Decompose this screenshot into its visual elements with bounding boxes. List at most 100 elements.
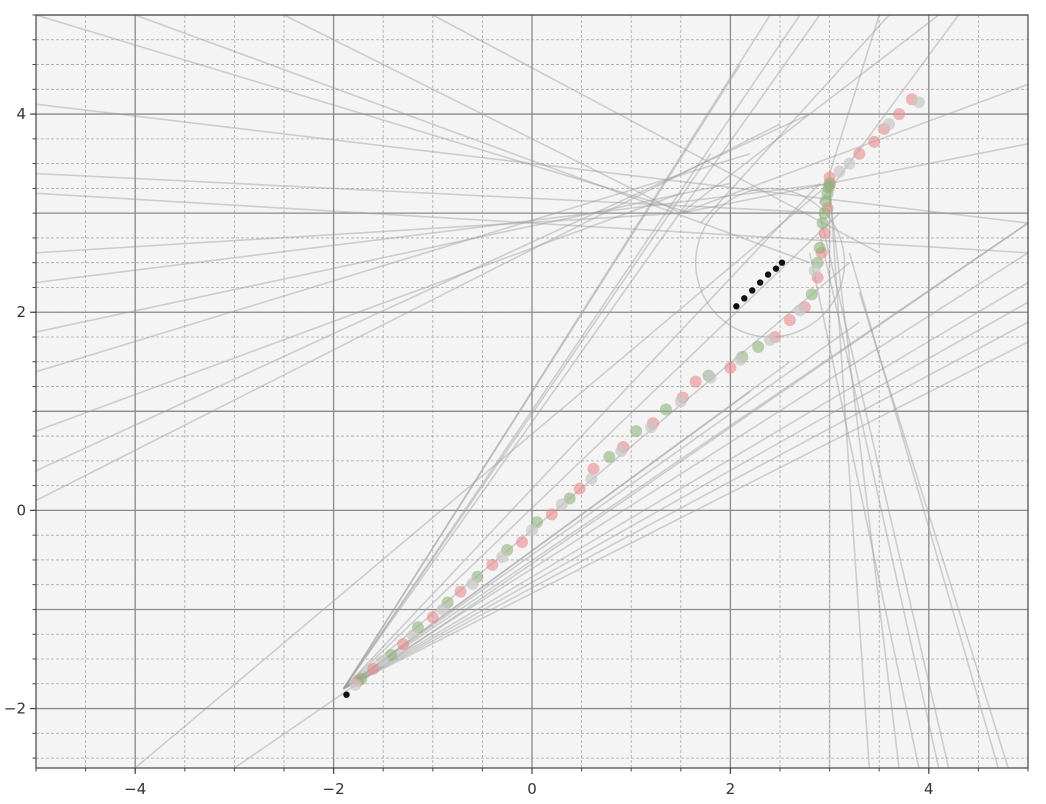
gray-point (406, 629, 419, 642)
red-point (724, 361, 737, 374)
gray-point (674, 395, 687, 408)
y-tick-label: −2 (4, 700, 26, 718)
construction-line (36, 192, 682, 432)
gray-point (645, 421, 658, 434)
black-point (756, 279, 764, 286)
green-point (603, 450, 616, 463)
gray-point (793, 304, 806, 317)
y-tick-label: 2 (16, 303, 26, 321)
construction-line (858, 292, 1009, 768)
construction-line (36, 15, 691, 214)
gray-point (843, 157, 856, 170)
construction-line (432, 15, 880, 254)
black-point (772, 265, 780, 272)
red-point (868, 135, 881, 148)
construction-line (343, 341, 1028, 690)
construction-line (343, 281, 1028, 690)
gray-point (349, 678, 362, 691)
construction-line (828, 15, 880, 174)
x-tick-label: −4 (124, 780, 146, 798)
construction-line (808, 252, 920, 768)
red-point (367, 662, 380, 675)
green-point (630, 425, 643, 438)
construction-line (818, 232, 940, 768)
green-point (659, 403, 672, 416)
gray-point (466, 577, 479, 590)
construction-line (342, 15, 801, 690)
construction-line (700, 15, 890, 224)
red-point (853, 147, 866, 160)
gray-point (585, 472, 598, 485)
construction-line (342, 182, 821, 690)
red-point (516, 536, 529, 549)
construction-line (342, 15, 771, 690)
construction-line (36, 152, 751, 373)
y-axis: −2 0 2 4 (4, 14, 36, 759)
gray-point (377, 654, 390, 667)
construction-line (342, 15, 821, 690)
construction-line (134, 15, 811, 264)
black-point (778, 259, 786, 266)
gray-point (734, 353, 747, 366)
construction-line (36, 103, 1028, 224)
construction-line (36, 123, 781, 502)
gray-point (526, 524, 538, 537)
red-point (573, 482, 586, 495)
x-tick-label: 0 (527, 780, 537, 798)
construction-lines (36, 15, 1028, 768)
green-point (816, 217, 829, 230)
x-axis: −4 −2 0 2 4 (35, 768, 1029, 798)
black-point (749, 287, 756, 294)
construction-line (36, 192, 1028, 254)
gray-point (496, 550, 509, 563)
gray-point (912, 96, 925, 109)
construction-line (343, 321, 1028, 690)
construction-line (283, 15, 682, 214)
gray-point (808, 264, 821, 277)
gray-point (436, 603, 449, 616)
red-point (397, 638, 410, 651)
gray-point (615, 444, 628, 457)
green-point (805, 288, 818, 301)
construction-line (680, 15, 940, 214)
construction-line (343, 222, 1028, 690)
red-point (818, 226, 831, 239)
black-point (764, 271, 772, 278)
construction-line (818, 212, 950, 768)
red-point (689, 375, 702, 388)
red-point (545, 508, 558, 521)
construction-line (343, 252, 1028, 690)
gray-point (883, 117, 896, 130)
black-point (741, 295, 748, 302)
green-point (813, 241, 826, 254)
construction-line (828, 183, 871, 768)
black-point (343, 691, 350, 698)
construction-line (36, 182, 830, 284)
gray-point (764, 333, 777, 346)
x-tick-label: 4 (924, 780, 934, 798)
construction-line (36, 113, 811, 472)
y-tick-label: 4 (16, 105, 26, 123)
construction-line (343, 321, 860, 690)
green-point (752, 340, 765, 353)
construction-line (680, 143, 1028, 214)
black-point (733, 303, 740, 310)
red-point (587, 462, 600, 475)
construction-line (342, 64, 741, 690)
red-point (454, 585, 467, 598)
construction-line (848, 252, 1000, 768)
construction-line (342, 212, 841, 690)
construction-line (343, 301, 1028, 690)
y-tick-label: 0 (16, 501, 26, 519)
gray-point (555, 498, 568, 511)
construction-line (828, 193, 900, 768)
x-tick-label: −2 (323, 780, 345, 798)
red-point (486, 558, 499, 571)
green-point (823, 177, 836, 190)
red-point (426, 611, 439, 624)
green-point (818, 207, 831, 220)
construction-line (680, 83, 1028, 214)
gray-point (704, 371, 717, 384)
construction-line (134, 182, 831, 768)
